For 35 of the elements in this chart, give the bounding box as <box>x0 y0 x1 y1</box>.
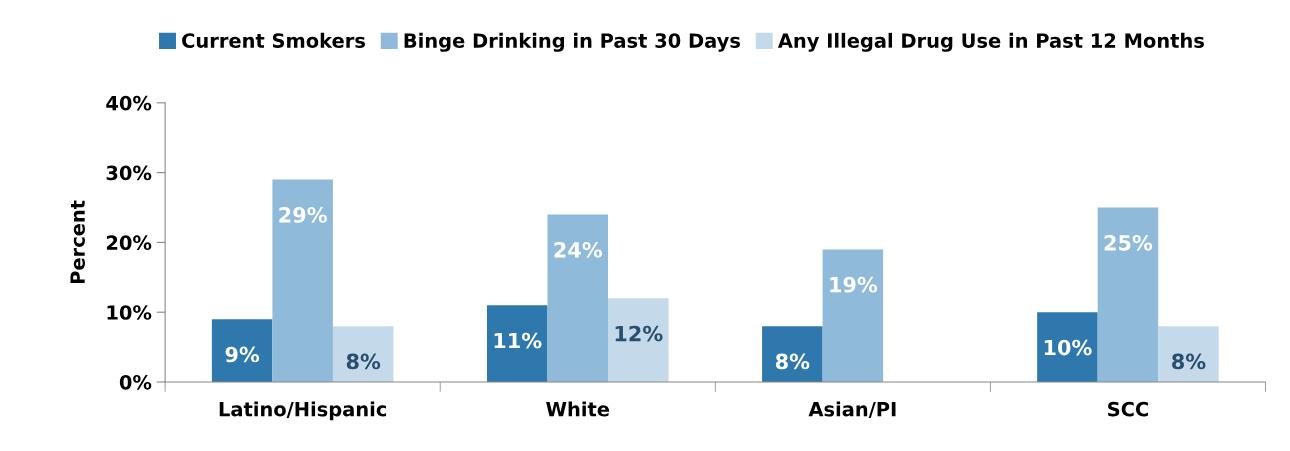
data-label: 11% <box>494 332 542 349</box>
y-tick-label: 30% <box>106 165 152 181</box>
data-label: 8% <box>1172 353 1206 370</box>
bar <box>822 249 884 382</box>
data-label: 29% <box>279 207 327 223</box>
data-label: 25% <box>1104 234 1153 251</box>
data-label: 10% <box>1044 339 1092 356</box>
bar <box>1158 326 1219 382</box>
x-tick-label: Asian/PI <box>808 401 896 419</box>
bar <box>762 326 823 382</box>
bar <box>486 305 548 382</box>
data-label: 8% <box>775 353 810 370</box>
bar <box>211 319 273 382</box>
x-tick-label: SCC <box>1108 401 1148 417</box>
legend-label: Current Smokers <box>182 32 365 48</box>
data-label: 9% <box>225 346 260 363</box>
bar <box>272 179 333 382</box>
y-axis-title: Percent <box>70 200 85 284</box>
data-label: 19% <box>830 276 878 293</box>
data-label: 24% <box>554 241 603 258</box>
y-tick-label: 40% <box>106 95 152 111</box>
y-tick-label: 0% <box>119 374 152 390</box>
bar <box>1097 207 1159 382</box>
y-tick-label: 10% <box>107 305 152 320</box>
legend-label: Binge Drinking in Past 30 Days <box>404 32 740 52</box>
data-label: 8% <box>346 353 381 370</box>
x-tick-label: Latino/Hispanic <box>219 401 387 421</box>
data-label: 12% <box>615 325 663 342</box>
bar <box>332 326 394 382</box>
y-tick-label: 20% <box>106 235 152 251</box>
x-tick-label: White <box>546 401 610 417</box>
bar <box>1037 312 1098 382</box>
bar <box>608 298 669 382</box>
bar <box>547 214 609 382</box>
legend-label: Any Illegal Drug Use in Past 12 Months <box>777 32 1204 52</box>
